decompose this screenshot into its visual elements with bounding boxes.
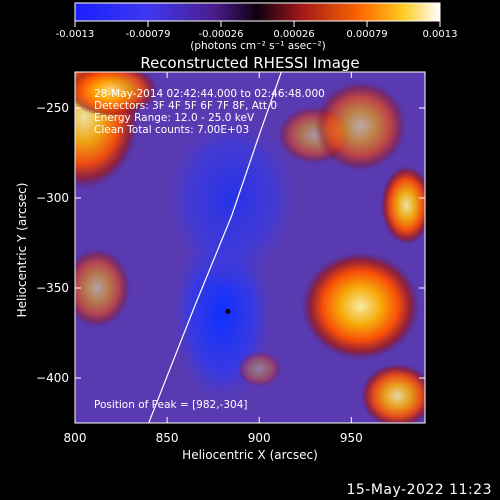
- x-tick-label: 950: [340, 431, 363, 445]
- x-tick-label: 850: [156, 431, 179, 445]
- peak-position-label: Position of Peak = [982,-304]: [94, 399, 248, 411]
- x-tick-label: 900: [248, 431, 271, 445]
- y-tick-label: −250: [36, 101, 69, 115]
- rhessi-chart: -0.0013 -0.00079 -0.00026 0.00026 0.00079 0.0…: [15, 2, 458, 462]
- colorbar-tick-label: -0.00079: [126, 29, 171, 40]
- emission-region: [75, 72, 158, 117]
- y-tick-label: −350: [36, 281, 69, 295]
- x-tick-label: 800: [64, 431, 87, 445]
- annotation-counts: Clean Total counts: 7.00E+03: [94, 124, 249, 136]
- colorbar-unit: (photons cm⁻² s⁻¹ asec⁻²): [190, 40, 325, 52]
- x-axis: 800 850 900 950: [64, 72, 363, 445]
- heatmap-image: [75, 72, 425, 423]
- y-tick-label: −300: [36, 191, 69, 205]
- colorbar-ticks: -0.0013 -0.00079 -0.00026 0.00026 0.00079 0.0…: [56, 21, 458, 40]
- emission-region: [237, 351, 282, 387]
- emission-region: [360, 363, 425, 423]
- colorbar-tick-label: 0.0013: [423, 29, 458, 40]
- min-marker-dot: [225, 308, 231, 314]
- annotation-detectors: Detectors: 3F 4F 5F 6F 7F 8F, Att 0: [94, 100, 277, 112]
- y-axis-label: Heliocentric Y (arcsec): [15, 183, 29, 318]
- emission-region: [380, 165, 425, 245]
- annotation-block: 28-May-2014 02:42:44.000 to 02:46:48.000…: [94, 88, 325, 411]
- limb-curve: [148, 72, 282, 423]
- chart-title: Reconstructed RHESSI Image: [140, 54, 359, 72]
- timestamp-footer: 15-May-2022 11:23: [346, 482, 492, 498]
- annotation-time: 28-May-2014 02:42:44.000 to 02:46:48.000: [94, 88, 325, 100]
- emission-region: [314, 81, 407, 171]
- colorbar-tick-label: 0.00079: [346, 29, 387, 40]
- cold-region: [157, 108, 306, 288]
- y-tick-label: −400: [36, 371, 69, 385]
- annotation-energy: Energy Range: 12.0 - 25.0 keV: [94, 112, 255, 124]
- y-axis: −250 −300 −350 −400: [36, 101, 425, 385]
- min-marker: [225, 308, 231, 314]
- plot-frame: [74, 71, 426, 424]
- colorbar: [74, 2, 441, 22]
- x-axis-label: Heliocentric X (arcsec): [182, 448, 318, 462]
- colorbar-tick-label: 0.00026: [273, 29, 314, 40]
- emission-region: [75, 248, 131, 328]
- colorbar-tick-label: -0.0013: [56, 29, 95, 40]
- emission-region: [301, 252, 420, 360]
- colorbar-tick-label: -0.00026: [199, 29, 244, 40]
